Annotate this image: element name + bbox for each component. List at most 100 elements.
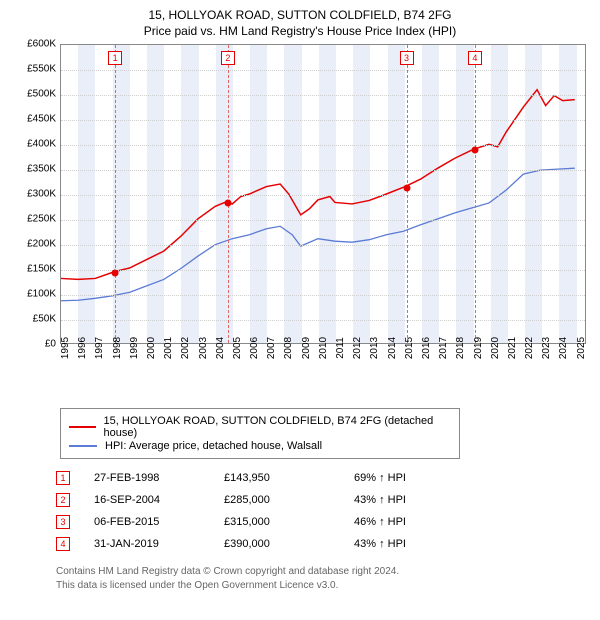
transaction-date: 06-FEB-2015 (94, 516, 224, 528)
transaction-marker: 4 (468, 51, 482, 65)
x-tick-label: 2014 (387, 337, 398, 359)
chart-titles: 15, HOLLYOAK ROAD, SUTTON COLDFIELD, B74… (14, 8, 586, 38)
x-tick-label: 2021 (507, 337, 518, 359)
x-tick-label: 2024 (558, 337, 569, 359)
transaction-vline (115, 45, 116, 343)
gridline (61, 95, 585, 96)
transactions-table: 1 27-FEB-1998£143,95069% ↑ HPI 2 16-SEP-200… (56, 467, 586, 555)
line-series-svg (61, 45, 585, 343)
transaction-hpi: 43% ↑ HPI (354, 538, 454, 550)
transaction-vline (228, 45, 229, 343)
x-tick-label: 2013 (369, 337, 380, 359)
footnote-line: Contains HM Land Registry data © Crown c… (56, 565, 586, 579)
transaction-vline (475, 45, 476, 343)
x-tick-label: 2018 (455, 337, 466, 359)
legend-item: HPI: Average price, detached house, Wals… (69, 440, 451, 452)
x-tick-label: 2016 (421, 337, 432, 359)
y-tick-label: £100K (27, 289, 56, 300)
transaction-vline (407, 45, 408, 343)
x-tick-label: 2009 (301, 337, 312, 359)
title-main: 15, HOLLYOAK ROAD, SUTTON COLDFIELD, B74… (14, 8, 586, 22)
x-tick-label: 1998 (112, 337, 123, 359)
y-axis: £0£50K£100K£150K£200K£250K£300K£350K£400… (14, 44, 60, 344)
y-tick-label: £400K (27, 139, 56, 150)
transaction-hpi: 69% ↑ HPI (354, 472, 454, 484)
x-tick-label: 2010 (318, 337, 329, 359)
gridline (61, 220, 585, 221)
y-tick-label: £50K (33, 314, 56, 325)
x-tick-label: 2005 (232, 337, 243, 359)
y-tick-label: £500K (27, 89, 56, 100)
x-tick-label: 2004 (215, 337, 226, 359)
x-tick-label: 2023 (541, 337, 552, 359)
transaction-row: 2 16-SEP-2004£285,00043% ↑ HPI (56, 489, 586, 511)
x-tick-label: 2000 (146, 337, 157, 359)
gridline (61, 270, 585, 271)
y-tick-label: £550K (27, 64, 56, 75)
legend-swatch (69, 445, 97, 447)
gridline (61, 120, 585, 121)
gridline (61, 195, 585, 196)
transaction-point (471, 147, 478, 154)
transaction-date: 27-FEB-1998 (94, 472, 224, 484)
transaction-marker: 1 (108, 51, 122, 65)
transaction-date: 31-JAN-2019 (94, 538, 224, 550)
y-tick-label: £600K (27, 39, 56, 50)
transaction-price: £390,000 (224, 538, 354, 550)
y-tick-label: £450K (27, 114, 56, 125)
gridline (61, 170, 585, 171)
transaction-row: 3 06-FEB-2015£315,00046% ↑ HPI (56, 511, 586, 533)
x-tick-label: 2012 (352, 337, 363, 359)
legend-item: 15, HOLLYOAK ROAD, SUTTON COLDFIELD, B74… (69, 415, 451, 439)
x-tick-label: 1996 (77, 337, 88, 359)
series-line (61, 168, 575, 301)
x-tick-label: 1997 (94, 337, 105, 359)
transaction-row: 4 31-JAN-2019£390,00043% ↑ HPI (56, 533, 586, 555)
x-tick-label: 2025 (576, 337, 587, 359)
x-tick-label: 2003 (198, 337, 209, 359)
transaction-number-box: 1 (56, 471, 70, 485)
gridline (61, 320, 585, 321)
legend-box: 15, HOLLYOAK ROAD, SUTTON COLDFIELD, B74… (60, 408, 460, 459)
transaction-point (403, 184, 410, 191)
gridline (61, 145, 585, 146)
transaction-price: £285,000 (224, 494, 354, 506)
gridline (61, 245, 585, 246)
transaction-price: £315,000 (224, 516, 354, 528)
x-tick-label: 2001 (163, 337, 174, 359)
footnote: Contains HM Land Registry data © Crown c… (56, 565, 586, 592)
y-tick-label: £350K (27, 164, 56, 175)
x-tick-label: 2019 (473, 337, 484, 359)
chart-area: £0£50K£100K£150K£200K£250K£300K£350K£400… (14, 44, 586, 374)
transaction-number-box: 3 (56, 515, 70, 529)
x-axis: 1995199619971998199920002001200220032004… (60, 344, 586, 374)
x-tick-label: 2006 (249, 337, 260, 359)
y-tick-label: £300K (27, 189, 56, 200)
transaction-number-box: 2 (56, 493, 70, 507)
x-tick-label: 2022 (524, 337, 535, 359)
x-tick-label: 2002 (180, 337, 191, 359)
y-tick-label: £200K (27, 239, 56, 250)
x-tick-label: 2020 (490, 337, 501, 359)
y-tick-label: £250K (27, 214, 56, 225)
transaction-row: 1 27-FEB-1998£143,95069% ↑ HPI (56, 467, 586, 489)
series-line (61, 90, 575, 280)
legend-swatch (69, 426, 96, 428)
transaction-marker: 2 (221, 51, 235, 65)
transaction-price: £143,950 (224, 472, 354, 484)
transaction-hpi: 46% ↑ HPI (354, 516, 454, 528)
transaction-marker: 3 (400, 51, 414, 65)
transaction-hpi: 43% ↑ HPI (354, 494, 454, 506)
legend-label: 15, HOLLYOAK ROAD, SUTTON COLDFIELD, B74… (104, 415, 451, 439)
gridline (61, 295, 585, 296)
legend-label: HPI: Average price, detached house, Wals… (105, 440, 322, 452)
transaction-point (224, 199, 231, 206)
transaction-date: 16-SEP-2004 (94, 494, 224, 506)
plot-area: 1 2 3 4 (60, 44, 586, 344)
footnote-line: This data is licensed under the Open Gov… (56, 579, 586, 593)
y-tick-label: £0 (45, 339, 56, 350)
x-tick-label: 2011 (335, 337, 346, 359)
transaction-number-box: 4 (56, 537, 70, 551)
x-tick-label: 2017 (438, 337, 449, 359)
x-tick-label: 2015 (404, 337, 415, 359)
